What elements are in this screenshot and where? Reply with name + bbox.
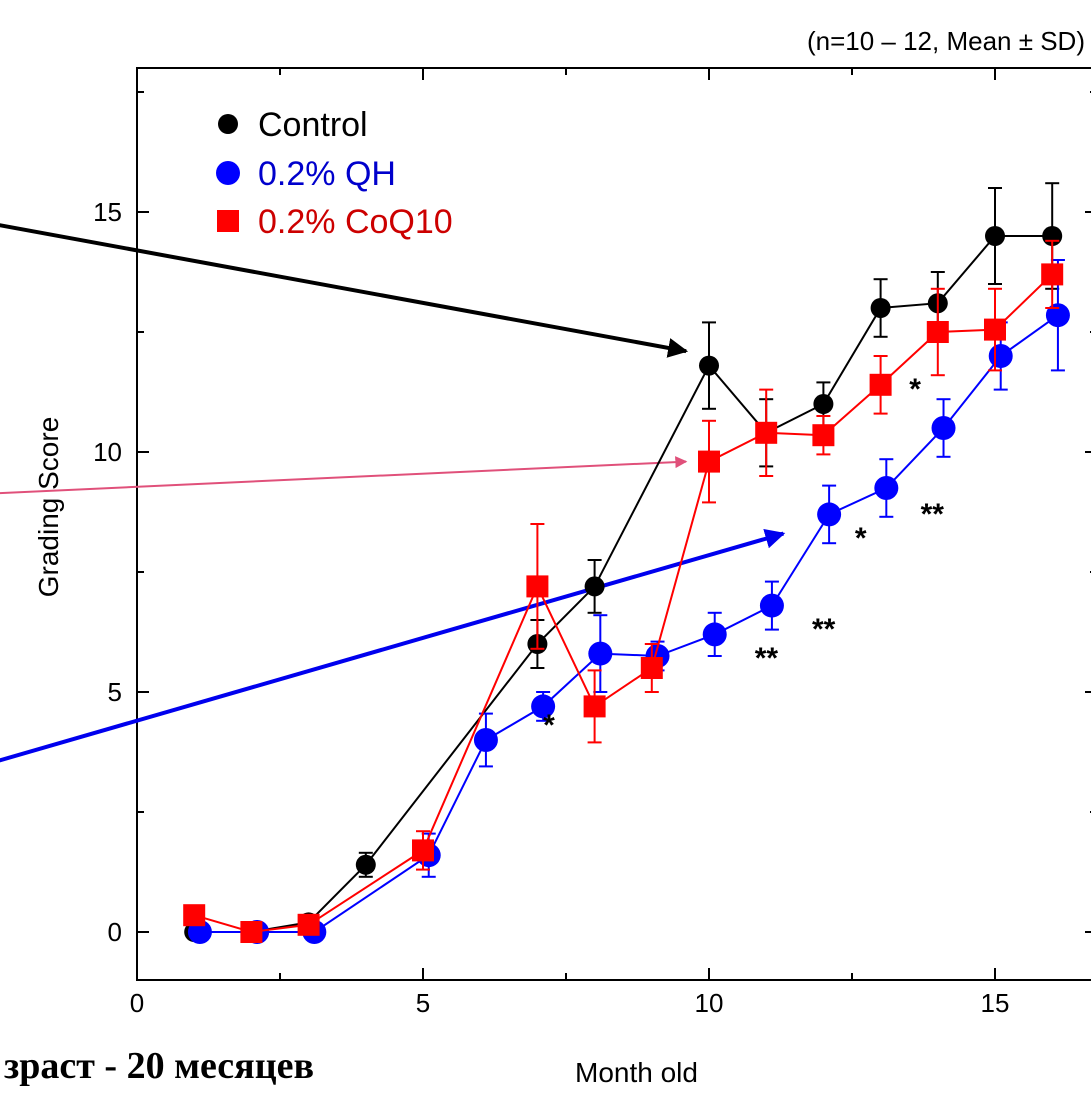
x-tick-label: 0 bbox=[130, 988, 144, 1018]
data-point bbox=[702, 622, 727, 647]
significance-label: ** bbox=[921, 498, 945, 531]
data-point bbox=[755, 421, 778, 444]
significance-label: ** bbox=[755, 642, 779, 675]
y-tick-label: 0 bbox=[108, 917, 122, 947]
significance-label: * bbox=[543, 709, 555, 742]
data-point bbox=[531, 694, 556, 719]
data-point bbox=[988, 344, 1013, 368]
x-axis-label: Month old bbox=[575, 1057, 698, 1088]
annotation-arrows bbox=[0, 223, 786, 763]
data-point bbox=[297, 913, 320, 936]
data-point bbox=[588, 641, 613, 666]
annotation-arrow-coq10 bbox=[0, 456, 688, 495]
data-point bbox=[869, 373, 892, 396]
x-tick-label: 10 bbox=[695, 988, 724, 1018]
data-point bbox=[698, 450, 720, 473]
chart-note: (n=10 – 12, Mean ± SD) bbox=[807, 26, 1085, 56]
series-control bbox=[184, 182, 1063, 942]
y-tick-label: 15 bbox=[93, 197, 122, 227]
legend-label-coq10: 0.2% CoQ10 bbox=[258, 203, 453, 241]
series-layer bbox=[183, 182, 1070, 944]
x-tick-label: 5 bbox=[416, 988, 430, 1018]
data-point bbox=[870, 298, 891, 318]
series-coq10 bbox=[183, 239, 1064, 943]
significance-label: * bbox=[855, 522, 867, 555]
data-point bbox=[355, 854, 376, 875]
legend-marker-coq10 bbox=[217, 210, 239, 232]
series-line-qh bbox=[199, 314, 1059, 933]
data-point bbox=[874, 476, 899, 500]
significance-markers: ********* bbox=[543, 373, 944, 742]
annotation-arrow-qh bbox=[0, 528, 786, 763]
data-point bbox=[640, 657, 663, 679]
data-point bbox=[759, 593, 784, 618]
caption: зраст - 20 месяцев bbox=[4, 1045, 314, 1087]
data-point bbox=[183, 904, 206, 927]
data-point bbox=[1041, 263, 1064, 286]
data-point bbox=[699, 355, 719, 376]
data-point bbox=[926, 321, 949, 343]
legend-marker-control bbox=[218, 114, 238, 134]
legend-label-control: Control bbox=[258, 106, 368, 144]
data-point bbox=[984, 318, 1006, 341]
data-point bbox=[813, 394, 834, 414]
significance-label: * bbox=[909, 373, 921, 406]
data-point bbox=[1045, 303, 1070, 328]
axis-ticks: 0 5 10 15 0 5 10 15 bbox=[93, 68, 1091, 1018]
y-tick-label: 10 bbox=[93, 437, 122, 467]
legend: Control 0.2% QH 0.2% CoQ10 bbox=[216, 106, 453, 241]
legend-marker-qh bbox=[216, 161, 240, 185]
data-point bbox=[931, 416, 956, 440]
data-point bbox=[240, 921, 263, 943]
data-point bbox=[812, 424, 835, 447]
y-tick-label: 5 bbox=[108, 677, 122, 707]
plot-area bbox=[136, 67, 1091, 981]
data-point bbox=[473, 728, 498, 752]
data-point bbox=[817, 502, 842, 527]
data-point bbox=[583, 695, 606, 718]
data-point bbox=[584, 576, 605, 597]
data-point bbox=[526, 575, 549, 598]
series-line-coq10 bbox=[193, 273, 1053, 934]
x-tick-label: 15 bbox=[981, 988, 1010, 1018]
y-axis-label: Grading Score bbox=[33, 417, 64, 598]
significance-label: ** bbox=[812, 613, 836, 646]
legend-label-qh: 0.2% QH bbox=[258, 155, 396, 193]
data-point bbox=[985, 226, 1005, 246]
annotation-arrow-control bbox=[0, 223, 689, 358]
data-point bbox=[412, 839, 434, 862]
